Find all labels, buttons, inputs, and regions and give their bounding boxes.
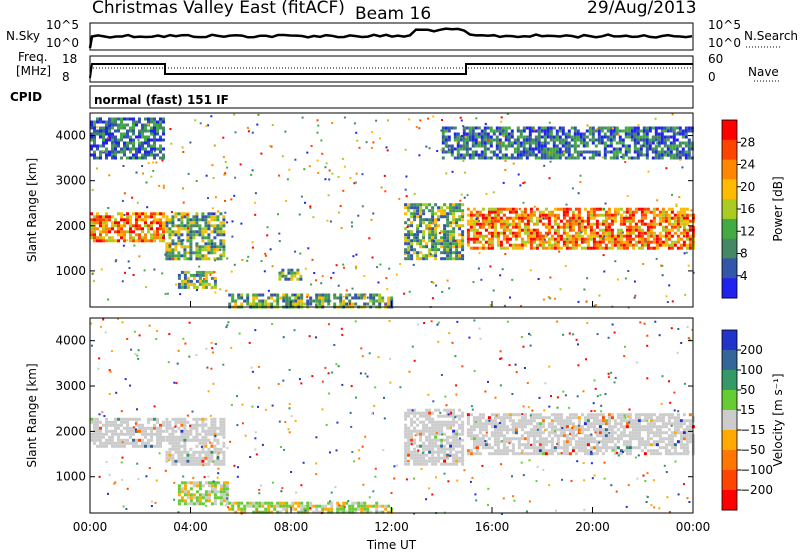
velocity-colorbar: 200 100 50 15 −15 −50 −100 −200 Velocity [m s⁻¹] (721, 329, 785, 511)
plot-title: Christmas Valley East (fitACF) (92, 0, 345, 18)
xtick-label: 00:00 (676, 520, 711, 534)
velocity-ytick-label: 1000 (55, 470, 86, 484)
power-echo-region (441, 126, 694, 160)
freq-unit-label: [MHz] (16, 64, 52, 78)
nsearch-tick-top: 10^5 (708, 18, 741, 32)
power-ytick-label: 2000 (55, 219, 86, 233)
xtick-label: 12:00 (374, 520, 409, 534)
velocity-colorbar-tick: 50 (740, 383, 755, 397)
cpid-text: normal (fast) 151 IF (94, 93, 229, 107)
velocity-echo-region (228, 501, 394, 514)
power-panel: 1000 2000 3000 4000 Slant Range [km] 28 24 20 16… (25, 112, 785, 309)
xtick-label: 20:00 (575, 520, 610, 534)
power-colorbar-swatch (722, 120, 737, 141)
cpid-label: CPID (10, 90, 43, 104)
velocity-colorbar-swatch (722, 350, 737, 371)
xtick-label: 08:00 (274, 520, 309, 534)
velocity-colorbar-tick: 100 (740, 363, 763, 377)
beam-label: Beam 16 (355, 4, 432, 24)
velocity-colorbar-swatch (722, 490, 737, 511)
power-echo-region (165, 212, 226, 261)
velocity-colorbar-tick: −50 (740, 443, 765, 457)
power-scatter-noise (91, 113, 695, 309)
velocity-colorbar-tick: 200 (740, 343, 763, 357)
power-echo-region (278, 268, 303, 281)
velocity-echo-region (90, 417, 165, 448)
velocity-echo-region (404, 408, 465, 466)
power-colorbar-tick: 12 (740, 224, 755, 238)
power-ytick-label: 1000 (55, 264, 86, 278)
velocity-colorbar-tick: −15 (740, 423, 765, 437)
power-echo-region (177, 270, 217, 289)
nsky-tick-top: 10^5 (46, 18, 79, 32)
velocity-colorbar-tick: −100 (740, 463, 773, 477)
cpid-panel (89, 85, 694, 109)
velocity-scatter-noise (90, 318, 694, 515)
power-colorbar-swatch (722, 179, 737, 200)
freq-line (89, 63, 693, 79)
nave-tick-top: 60 (708, 52, 724, 66)
power-colorbar-swatch (722, 238, 737, 259)
power-echo-region (228, 293, 394, 309)
power-ytick-label: 4000 (55, 129, 86, 143)
freq-tick-bottom: 8 (62, 70, 70, 84)
nsearch-label: N.Search (744, 29, 799, 43)
velocity-ytick-label: 3000 (55, 379, 86, 393)
velocity-colorbar-label: Velocity [m s⁻¹] (771, 373, 785, 466)
nave-label: Nave (748, 65, 779, 79)
date-label: 29/Aug/2013 (587, 0, 697, 18)
velocity-echo-region (165, 417, 226, 466)
velocity-colorbar-swatch (722, 470, 737, 491)
power-ytick-label: 3000 (55, 174, 86, 188)
power-colorbar-label: Power [dB] (771, 176, 785, 241)
velocity-ytick-label: 4000 (55, 334, 86, 348)
velocity-echo-region (466, 413, 695, 456)
velocity-ytick-label: 2000 (55, 424, 86, 438)
freq-label: Freq. (18, 50, 48, 64)
velocity-ylabel: Slant Range [km] (25, 363, 39, 467)
power-colorbar-swatch (722, 139, 737, 161)
velocity-colorbar-tick: −200 (740, 483, 773, 497)
power-colorbar-tick: 24 (740, 158, 755, 172)
velocity-echo-region (177, 481, 229, 506)
velocity-echo-cells (90, 408, 695, 514)
power-colorbar-swatch (722, 159, 737, 180)
velocity-colorbar-swatch (722, 390, 737, 411)
power-echo-region (404, 203, 465, 261)
power-colorbar-tick: 28 (740, 135, 755, 149)
nsky-label: N.Sky (6, 29, 41, 43)
nave-tick-bottom: 0 (708, 70, 716, 84)
power-colorbar-tick: 4 (740, 269, 748, 283)
velocity-colorbar-swatch (722, 330, 737, 351)
xtick-label: 00:00 (73, 520, 108, 534)
velocity-panel: 1000 2000 3000 4000 00:00 04:00 08:00 12:00 16:0… (25, 317, 785, 552)
power-colorbar-swatch (722, 278, 737, 299)
velocity-colorbar-swatch (722, 410, 737, 431)
power-colorbar-swatch (722, 199, 737, 220)
xtick-label: 16:00 (475, 520, 510, 534)
freq-panel (89, 55, 780, 83)
nsky-tick-bottom: 10^0 (46, 36, 79, 50)
velocity-colorbar-swatch (722, 430, 737, 451)
power-echo-region (466, 207, 695, 250)
xlabel: Time UT (366, 538, 417, 552)
power-colorbar-swatch (722, 258, 737, 279)
velocity-colorbar-swatch (722, 450, 737, 471)
velocity-colorbar-tick: 15 (740, 403, 755, 417)
freq-tick-top: 18 (62, 52, 78, 66)
power-echo-region (90, 117, 165, 160)
sky-panel (88, 22, 780, 51)
power-colorbar: 28 24 20 16 12 8 4 Power [dB] (721, 119, 785, 299)
power-echo-cells (90, 117, 695, 309)
power-echo-region (90, 212, 165, 243)
velocity-colorbar-swatch (722, 370, 737, 391)
xtick-label: 04:00 (173, 520, 208, 534)
power-ylabel: Slant Range [km] (25, 158, 39, 262)
nsearch-tick-bottom: 10^0 (708, 36, 741, 50)
power-colorbar-tick: 16 (740, 202, 755, 216)
power-colorbar-tick: 8 (740, 247, 748, 261)
power-colorbar-swatch (722, 218, 737, 240)
power-colorbar-tick: 20 (740, 180, 755, 194)
